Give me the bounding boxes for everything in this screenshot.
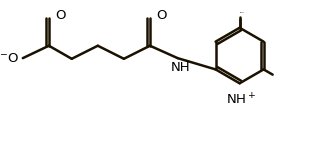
Text: methyl...: methyl... bbox=[240, 11, 246, 13]
Text: NH: NH bbox=[170, 61, 190, 74]
Text: O: O bbox=[55, 9, 65, 22]
Text: NH$^+$: NH$^+$ bbox=[226, 92, 256, 108]
Text: $^{-}$O: $^{-}$O bbox=[0, 52, 19, 65]
Text: O: O bbox=[156, 9, 166, 22]
